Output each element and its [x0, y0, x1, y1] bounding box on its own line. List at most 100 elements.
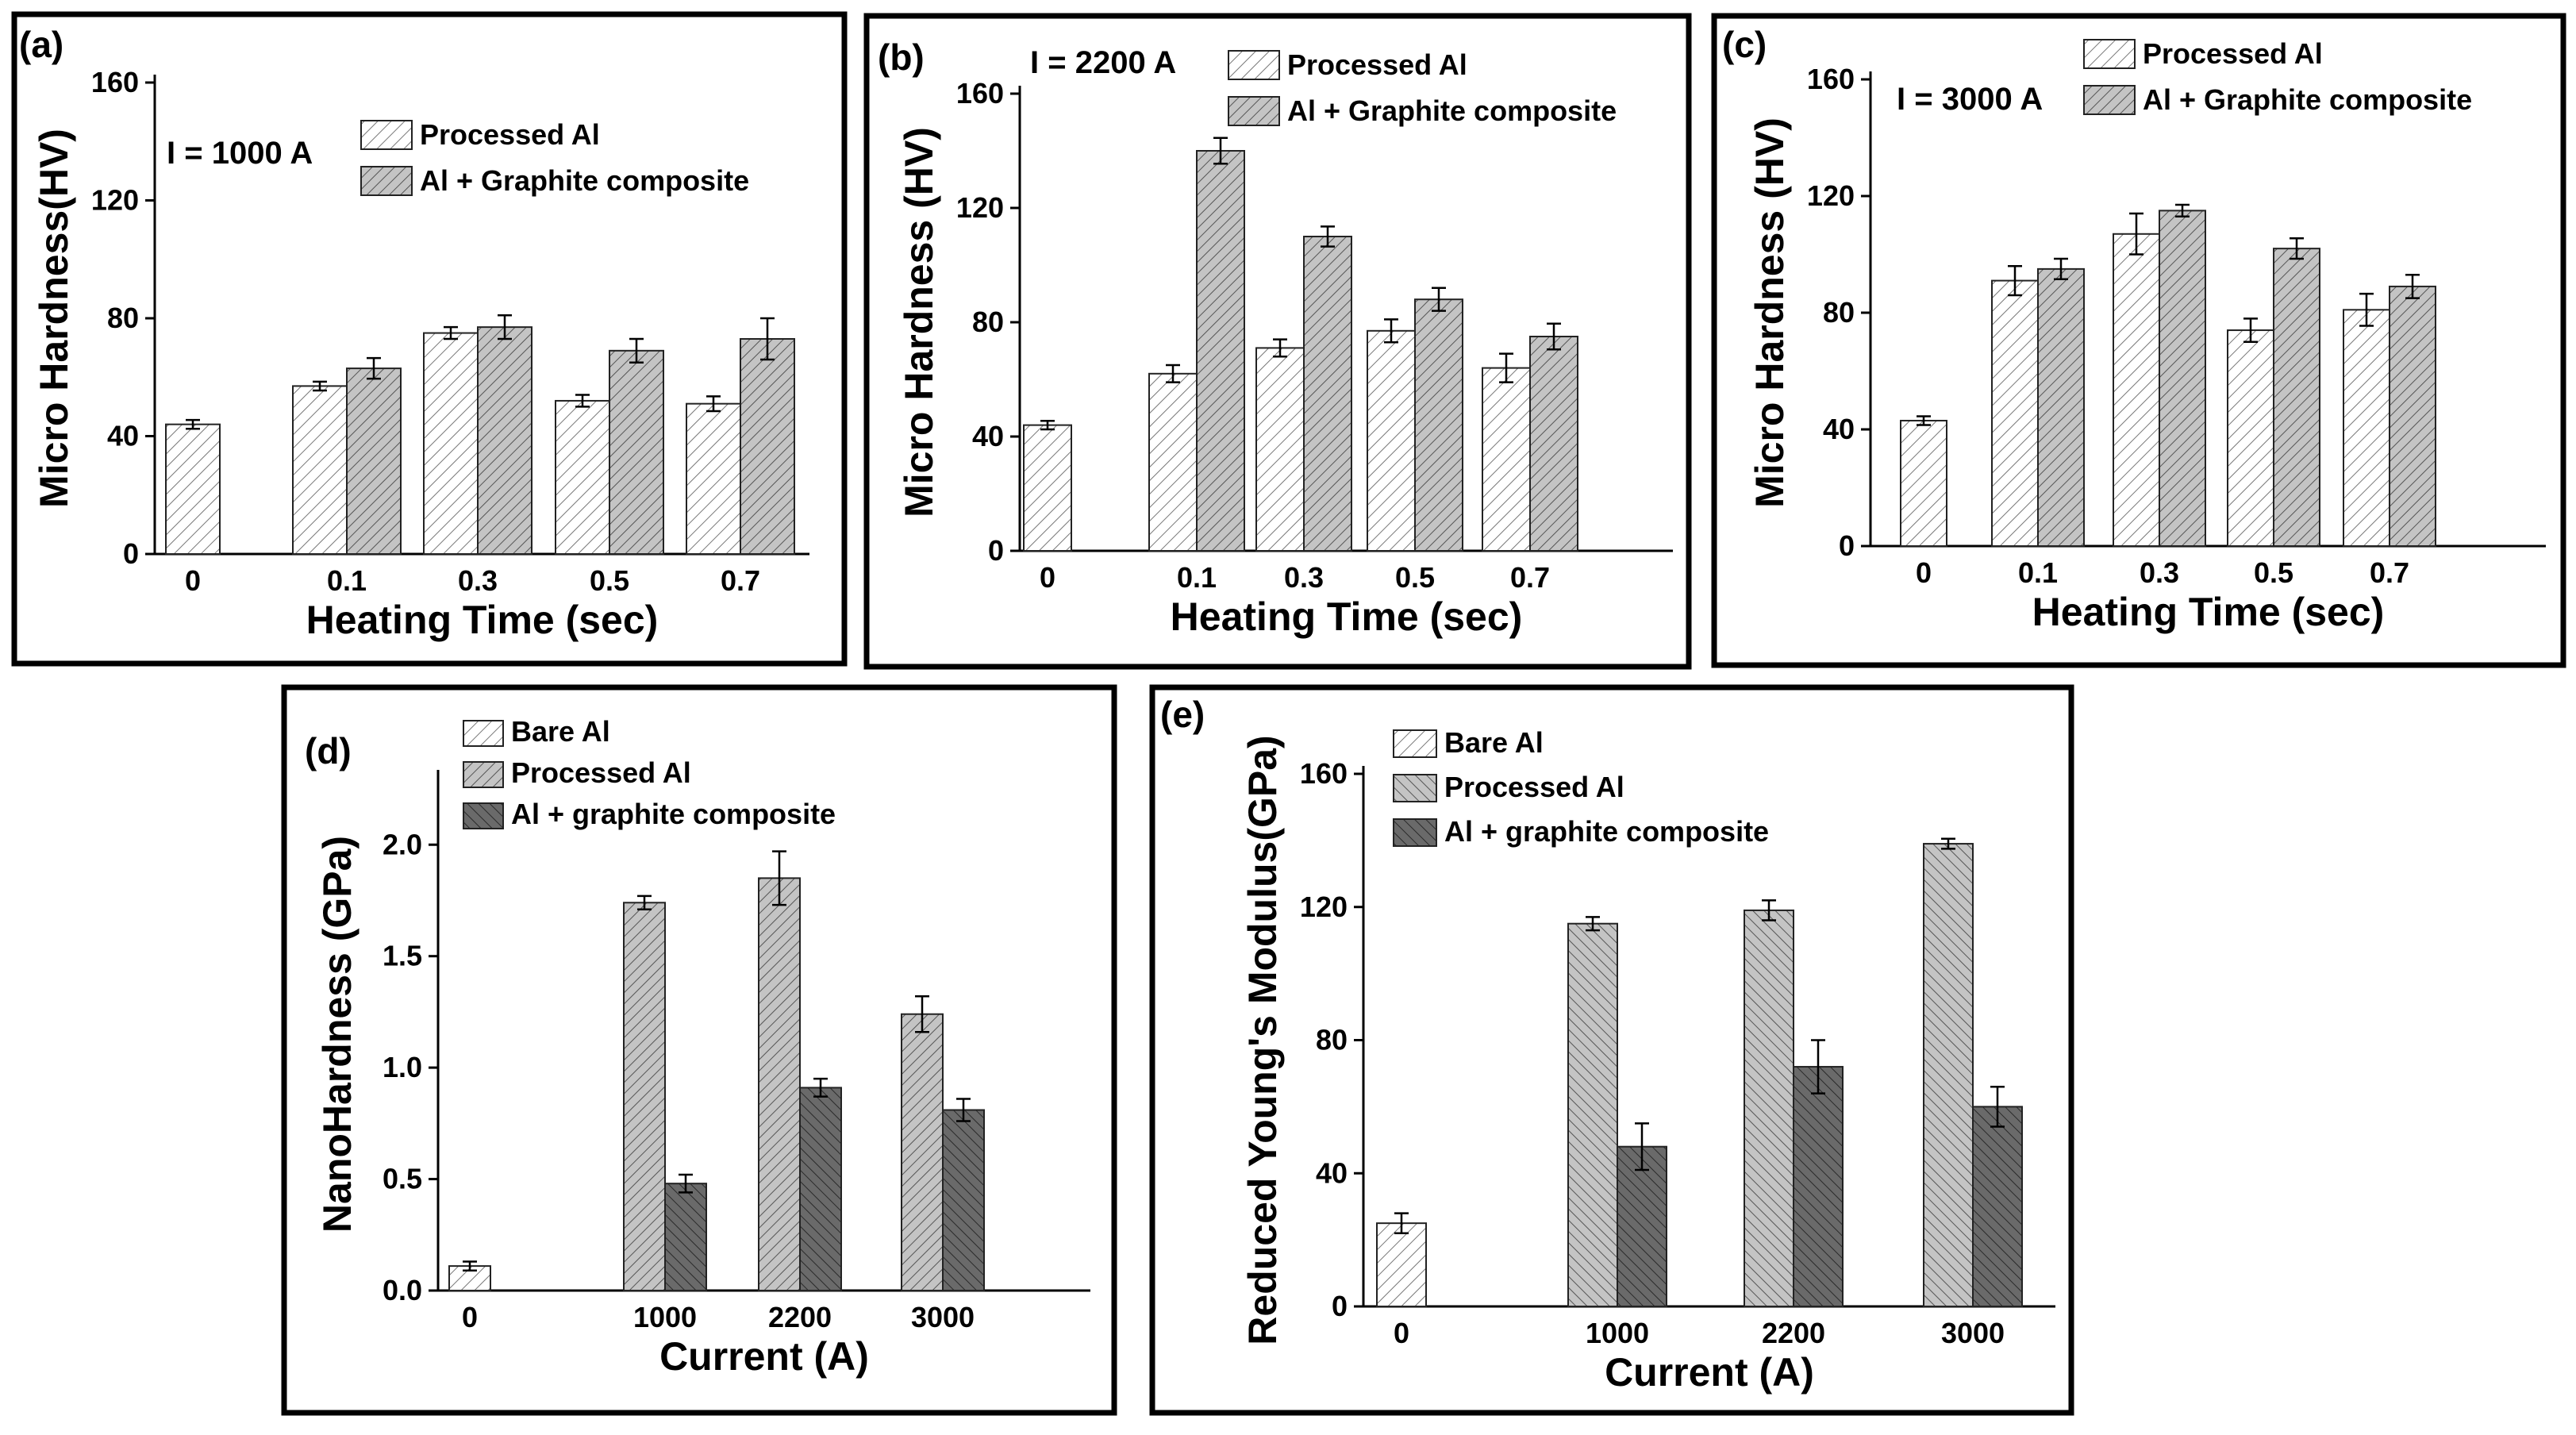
y-tick-label: 1.5	[383, 940, 422, 972]
x-tick-label: 0	[1394, 1317, 1409, 1349]
x-tick-label: 0	[185, 564, 201, 597]
y-tick-label: 160	[91, 66, 139, 98]
x-tick-label: 0.5	[590, 564, 629, 597]
panel-frame	[11, 11, 848, 667]
x-tick-label: 2200	[768, 1301, 832, 1333]
x-tick-label: 0	[462, 1301, 478, 1333]
bar-al-graphite-composite	[2273, 248, 2320, 547]
bar-al-graphite-composite	[477, 326, 533, 555]
x-tick-label: 3000	[1941, 1317, 2005, 1349]
bar-processed-al	[2343, 309, 2390, 547]
y-tick-label: 80	[107, 302, 139, 334]
y-tick-label: 40	[1823, 413, 1855, 445]
legend-label: Processed Al	[511, 756, 691, 789]
bar-processed-al	[1744, 909, 1794, 1307]
bar-processed-al	[1023, 424, 1072, 552]
legend-label: Al + Graphite composite	[2143, 83, 2472, 116]
bar-processed-al	[423, 332, 479, 555]
x-tick-label: 0.7	[2370, 556, 2409, 589]
legend-swatch	[1228, 50, 1280, 80]
legend-label: Processed Al	[1444, 771, 1624, 803]
bar-al-graphite-composite	[942, 1109, 985, 1291]
y-tick-label: 40	[1316, 1156, 1348, 1189]
x-axis-title: Heating Time (sec)	[2032, 590, 2385, 634]
x-tick-label: 0.1	[2018, 556, 2058, 589]
legend-swatch	[360, 166, 413, 196]
current-annotation: I = 1000 A	[167, 136, 313, 171]
y-axis-title: Micro Hardness(HV)	[32, 129, 76, 508]
bar-al-graphite-composite	[609, 349, 664, 555]
x-tick-label: 0	[1040, 561, 1055, 594]
x-tick-label: 2200	[1762, 1317, 1825, 1349]
y-tick-label: 120	[91, 184, 139, 217]
panel-label: (e)	[1160, 694, 1205, 735]
bar-processed-al	[2227, 329, 2274, 547]
y-tick-label: 0.5	[383, 1163, 422, 1195]
y-tick-label: 0	[988, 534, 1004, 567]
chart-panel-4: (d) 0.0 0.5 1.0 1.5 2.0 0 1000 2200 3000 Current (…	[281, 684, 1117, 1416]
bar-al-graphite-composite	[1414, 298, 1463, 552]
bar-al-graphite-composite	[2389, 285, 2436, 547]
bar-al-graphite-composite	[1972, 1106, 2023, 1307]
x-tick-label: 0.7	[1510, 561, 1550, 594]
x-tick-label: 0.1	[327, 564, 367, 597]
bar-processed-al	[555, 399, 610, 556]
y-axis-title: NanoHardness (GPa)	[315, 836, 359, 1233]
legend-swatch	[1393, 818, 1437, 847]
bar-processed-al	[1367, 329, 1416, 552]
legend-label: Bare Al	[1444, 726, 1544, 759]
bar-al-graphite-composite	[740, 337, 795, 555]
y-tick-label: 120	[1807, 179, 1855, 212]
chart-panel-1: (a) I = 1000 A 0 40 80 120 160 0 0.1 0.3 0.5 0.7 Hea…	[11, 11, 848, 667]
bar-processed-al	[1991, 279, 2039, 547]
panel-frame	[1149, 684, 2074, 1416]
current-annotation: I = 2200 A	[1030, 45, 1176, 80]
panel-frame	[863, 13, 1692, 670]
bar-processed-al	[901, 1013, 944, 1291]
x-tick-label: 0.3	[458, 564, 498, 597]
current-annotation: I = 3000 A	[1897, 82, 2043, 117]
x-tick-label: 1000	[633, 1301, 697, 1333]
panel-frame	[1711, 13, 2566, 668]
y-tick-label: 160	[1300, 757, 1348, 790]
legend-swatch	[1393, 774, 1437, 802]
legend-label: Al + Graphite composite	[1287, 94, 1617, 127]
bar-processed-al	[1482, 367, 1531, 552]
bar-processed-al	[758, 877, 801, 1292]
legend-swatch	[463, 802, 504, 829]
bar-processed-al	[1148, 372, 1198, 552]
x-tick-label: 0	[1916, 556, 1932, 589]
y-tick-label: 160	[1807, 63, 1855, 95]
x-axis-title: Current (A)	[659, 1334, 869, 1379]
x-tick-label: 0.5	[2254, 556, 2293, 589]
panel-label: (a)	[19, 24, 63, 65]
bar-al-graphite-composite	[346, 367, 402, 555]
y-axis-title: Micro Hardness (HV)	[1747, 117, 1792, 508]
x-tick-label: 0.1	[1177, 561, 1217, 594]
legend-swatch	[2083, 85, 2136, 115]
legend-label: Processed Al	[1287, 48, 1467, 81]
bar-al-graphite-composite	[1303, 236, 1352, 552]
bar-processed-al	[623, 902, 666, 1292]
y-tick-label: 40	[972, 420, 1004, 452]
x-axis-title: Current (A)	[1605, 1350, 1814, 1395]
legend-swatch	[360, 120, 413, 150]
y-tick-label: 80	[1316, 1024, 1348, 1056]
y-tick-label: 0.0	[383, 1274, 422, 1306]
bar-al-graphite-composite	[1196, 150, 1245, 552]
panel-frame	[281, 684, 1117, 1416]
legend-swatch	[1228, 96, 1280, 126]
legend-swatch	[1393, 729, 1437, 758]
y-tick-label: 80	[1823, 296, 1855, 329]
legend-label: Processed Al	[2143, 37, 2323, 70]
y-tick-label: 0	[1839, 529, 1855, 562]
y-tick-label: 0	[123, 537, 139, 570]
bar-processed-al	[165, 423, 221, 556]
x-tick-label: 0.3	[1284, 561, 1324, 594]
y-axis-title: Micro Hardness (HV)	[897, 127, 941, 517]
y-tick-label: 120	[956, 191, 1004, 224]
chart-panel-2: (b) I = 2200 A 0 40 80 120 160 0 0.1 0.3 0.5 0.7Hea…	[863, 13, 1692, 670]
x-axis-title: Heating Time (sec)	[306, 598, 659, 642]
y-tick-label: 160	[956, 77, 1004, 110]
bar-al-graphite-composite	[2037, 267, 2085, 547]
